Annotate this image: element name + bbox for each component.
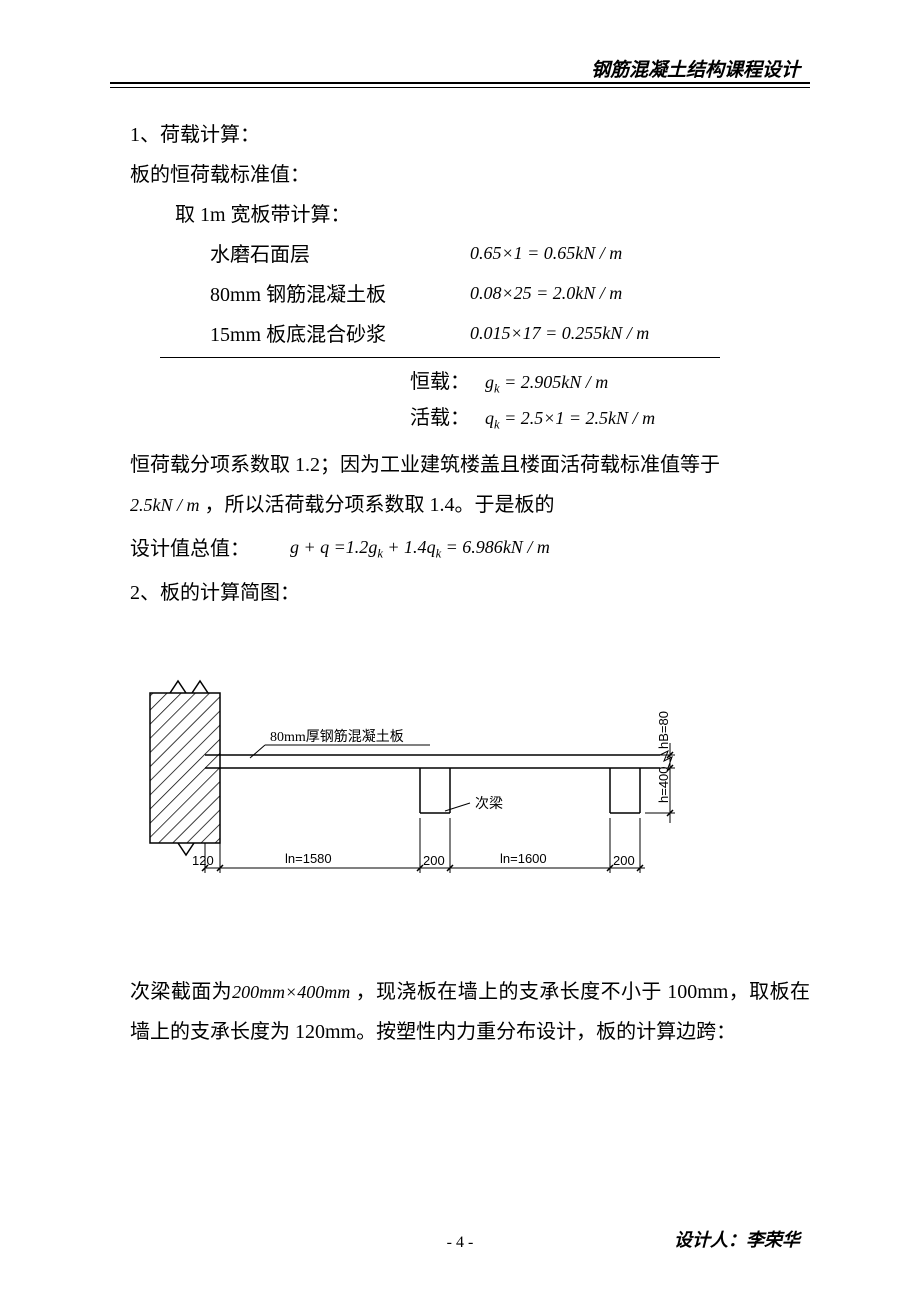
body-content: 1、荷载计算： 板的恒荷载标准值： 取 1m 宽板带计算： 水磨石面层 0.65… [130, 115, 810, 1052]
dim-h: h=400 [656, 766, 671, 803]
header-rule [110, 82, 810, 88]
section2-heading: 2、板的计算简图： [130, 573, 810, 613]
load-row-2: 80mm 钢筋混凝土板 0.08×25 = 2.0kN / m [130, 275, 810, 315]
para1b: 2.5kN / m ，所以活荷载分项系数取 1.4。于是板的 [130, 485, 810, 525]
design-label: 设计值总值： [130, 529, 290, 569]
dim-hb: hB=80 [656, 711, 671, 749]
load-row-3: 15mm 板底混合砂浆 0.015×17 = 0.255kN / m [130, 315, 810, 355]
para1b-rest: ，所以活荷载分项系数取 1.4。于是板的 [200, 494, 555, 516]
load-row-expr: 0.65×1 = 0.65kN / m [470, 235, 622, 275]
slab-diagram: 80mm厚钢筋混凝土板 次梁 [130, 673, 810, 942]
load-row-1: 水磨石面层 0.65×1 = 0.65kN / m [130, 235, 810, 275]
footer-designer: 设计人：李荣华 [674, 1226, 800, 1252]
dim-wall: 120 [192, 853, 214, 868]
section1-sub2: 取 1m 宽板带计算： [130, 195, 810, 235]
designer-name: 李荣华 [746, 1230, 800, 1250]
dead-load-line: 恒载： gk = 2.905kN / m [130, 364, 810, 400]
load-row-label: 80mm 钢筋混凝土板 [210, 275, 470, 315]
dead-label: 恒载： [410, 371, 470, 393]
live-label: 活载： [410, 407, 470, 429]
load-row-expr: 0.015×17 = 0.255kN / m [470, 315, 649, 355]
page: 钢筋混凝土结构课程设计 1、荷载计算： 板的恒荷载标准值： 取 1m 宽板带计算… [0, 0, 920, 1302]
para2-lead: 次梁截面为 [130, 981, 232, 1003]
sum-rule [160, 357, 720, 358]
diagram-beam-label: 次梁 [475, 796, 503, 812]
design-expr: g + q =1.2gk + 1.4qk = 6.986kN / m [290, 529, 550, 569]
live-expr: qk = 2.5×1 = 2.5kN / m [485, 408, 655, 428]
dim-span2: ln=1600 [500, 851, 547, 866]
load-row-label: 水磨石面层 [210, 235, 470, 275]
para1b-math: 2.5kN / m [130, 495, 200, 515]
live-load-line: 活载： qk = 2.5×1 = 2.5kN / m [130, 400, 810, 436]
para1a: 恒荷载分项系数取 1.2；因为工业建筑楼盖且楼面活荷载标准值等于 [130, 445, 810, 485]
para2-math: 200mm×400mm [232, 982, 350, 1002]
para2: 次梁截面为200mm×400mm ，现浇板在墙上的支承长度不小于 100mm，取… [130, 972, 810, 1052]
load-row-expr: 0.08×25 = 2.0kN / m [470, 275, 622, 315]
diagram-slab-label: 80mm厚钢筋混凝土板 [270, 728, 404, 745]
header-course-title: 钢筋混凝土结构课程设计 [591, 55, 800, 82]
dim-span1: ln=1580 [285, 851, 332, 866]
dead-expr: gk = 2.905kN / m [485, 372, 608, 392]
dim-beam-w: 200 [423, 853, 445, 868]
load-row-label: 15mm 板底混合砂浆 [210, 315, 470, 355]
dim-beam-w2: 200 [613, 853, 635, 868]
slab-diagram-svg: 80mm厚钢筋混凝土板 次梁 [130, 673, 690, 928]
design-total-row: 设计值总值： g + q =1.2gk + 1.4qk = 6.986kN / … [130, 529, 810, 569]
section1-sub1: 板的恒荷载标准值： [130, 155, 810, 195]
section1-heading: 1、荷载计算： [130, 115, 810, 155]
designer-label: 设计人： [674, 1230, 746, 1250]
footer: - 4 - 设计人：李荣华 [0, 1234, 920, 1252]
